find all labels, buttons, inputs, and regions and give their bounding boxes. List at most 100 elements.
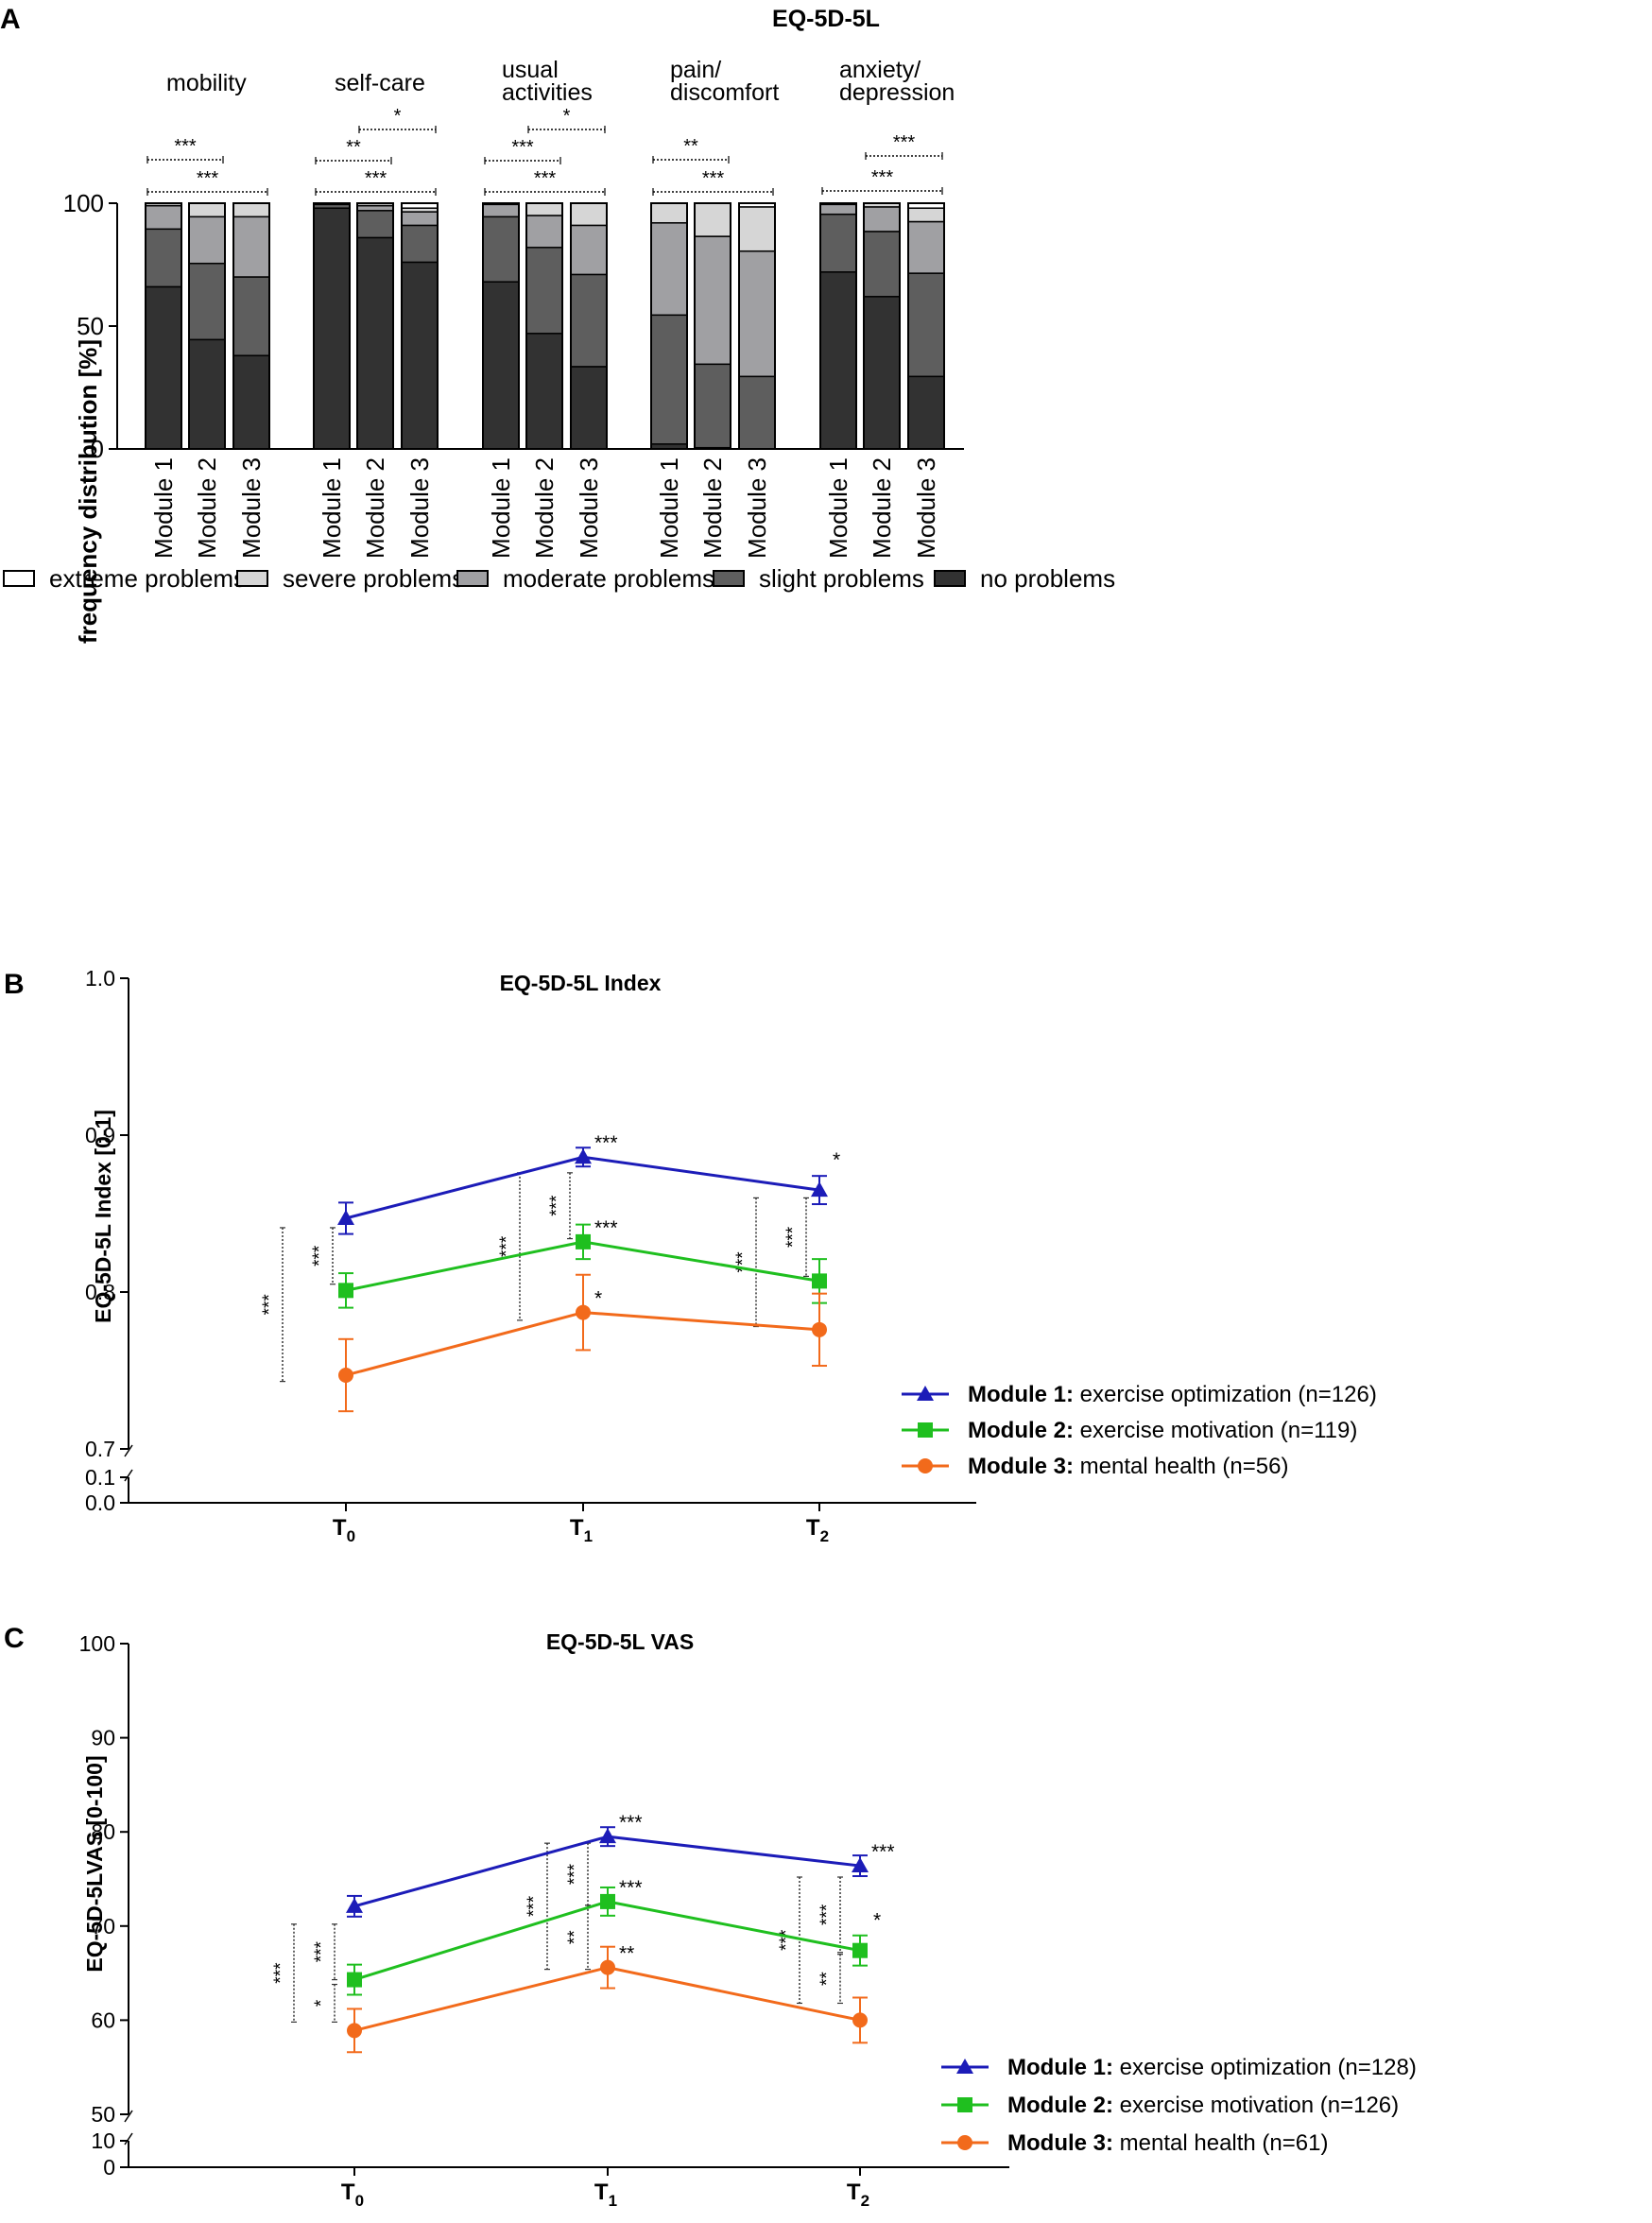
y-tick-label: 80 bbox=[91, 1819, 115, 1844]
data-point-triangle bbox=[852, 1857, 869, 1873]
bar-segment-slight-problems bbox=[650, 314, 688, 445]
bar-segment-moderate-problems bbox=[401, 211, 439, 227]
group-title: discomfort bbox=[670, 79, 779, 106]
legend-marker-triangle bbox=[917, 1386, 934, 1401]
bar-segment-slight-problems bbox=[232, 276, 270, 356]
data-point-circle bbox=[852, 2012, 868, 2028]
point-annotation: * bbox=[873, 1910, 881, 1932]
y-tick-label: 1.0 bbox=[85, 966, 115, 991]
data-point-circle bbox=[347, 2023, 362, 2039]
bar-segment-no-problems bbox=[570, 366, 608, 450]
bar-segment-slight-problems bbox=[863, 231, 901, 298]
y-tick-label: 0.7 bbox=[85, 1437, 115, 1461]
bar-segment-slight-problems bbox=[694, 363, 731, 449]
axis-break bbox=[124, 1469, 133, 1482]
bar-segment-no-problems bbox=[401, 261, 439, 450]
bar-tick-label: Module 1 bbox=[655, 457, 683, 559]
bar-segment-no-problems bbox=[863, 296, 901, 450]
bar-segment-no-problems bbox=[819, 271, 857, 450]
bar-segment-no-problems bbox=[356, 236, 394, 450]
bar-segment-no-problems bbox=[145, 285, 182, 450]
comparison-label: ** bbox=[817, 1972, 837, 1986]
bar-segment-slight-problems bbox=[401, 224, 439, 264]
chart-b-ylabel: EQ-5D-5L Index [0-1] bbox=[91, 1110, 115, 1323]
x-tick-label: T1 bbox=[570, 1515, 593, 1545]
comparison-label: *** bbox=[312, 1940, 332, 1962]
data-point-triangle bbox=[811, 1181, 828, 1198]
chart-a-ylabel: frequency distribution [%] bbox=[74, 339, 102, 644]
chart-a-title: EQ-5D-5L bbox=[772, 6, 880, 32]
y-tick-label: 0.0 bbox=[85, 1491, 115, 1515]
y-tick-label: 50 bbox=[91, 2102, 115, 2127]
x-tick-label: T0 bbox=[341, 2180, 364, 2210]
bar-tick-label: Module 2 bbox=[698, 457, 727, 559]
bar-segment-slight-problems bbox=[145, 228, 182, 288]
legend-label: slight problems bbox=[759, 564, 924, 593]
y-tick-label: 0.1 bbox=[85, 1465, 115, 1490]
bar-segment-moderate-problems bbox=[482, 203, 520, 218]
bar-segment-severe-problems bbox=[650, 202, 688, 224]
legend-label: extreme problems bbox=[49, 564, 246, 593]
comparison-label: *** bbox=[777, 1929, 797, 1951]
bar-outline bbox=[738, 202, 776, 450]
chart-c-ylabel: EQ-5D-5LVAS [0-100] bbox=[82, 1755, 107, 1972]
bar-segment-moderate-problems bbox=[232, 215, 270, 278]
point-annotation: *** bbox=[594, 1217, 618, 1239]
point-annotation: *** bbox=[594, 1132, 618, 1154]
chart-b-title: EQ-5D-5L Index bbox=[500, 971, 662, 995]
comparison-label: *** bbox=[525, 1895, 544, 1917]
bar-tick-label: Module 1 bbox=[149, 457, 178, 559]
bar-segment-moderate-problems bbox=[188, 215, 226, 265]
bar-segment-no-problems bbox=[188, 338, 226, 450]
bar-tick-label: Module 3 bbox=[743, 457, 771, 559]
legend-swatch-extreme-problems bbox=[3, 570, 35, 587]
legend-label: Module 2: exercise motivation (n=126) bbox=[1007, 2093, 1399, 2118]
legend-swatch-slight-problems bbox=[713, 570, 745, 587]
bar-outline bbox=[570, 202, 608, 450]
legend-label: Module 3: mental health (n=61) bbox=[1007, 2130, 1328, 2156]
panel-letter-a: A bbox=[0, 4, 21, 35]
point-annotation: ** bbox=[619, 1943, 634, 1965]
group-title: mobility bbox=[166, 70, 247, 96]
significance-label: *** bbox=[365, 168, 387, 189]
y-tick-label: 0.8 bbox=[85, 1280, 115, 1304]
data-point-square bbox=[812, 1273, 827, 1289]
significance-label: *** bbox=[174, 136, 197, 157]
point-annotation: *** bbox=[619, 1812, 643, 1834]
data-point-square bbox=[338, 1283, 353, 1299]
bar-segment-moderate-problems bbox=[907, 220, 945, 274]
bar-outline bbox=[907, 202, 945, 450]
comparison-label: *** bbox=[260, 1294, 280, 1316]
x-tick-label: T1 bbox=[594, 2180, 617, 2210]
legend-label: Module 1: exercise optimization (n=126) bbox=[968, 1382, 1377, 1407]
vas-line-chart: EQ-5D-5L VAS EQ-5D-5LVAS [0-100] 50 60 70 8… bbox=[79, 1629, 1417, 2210]
bar-segment-moderate-problems bbox=[694, 235, 731, 366]
x-tick-label: T2 bbox=[847, 2180, 869, 2210]
bar-tick-label: Module 3 bbox=[237, 457, 266, 559]
legend-marker-triangle bbox=[956, 2059, 973, 2074]
bar-outline bbox=[232, 202, 270, 450]
data-point-triangle bbox=[599, 1828, 616, 1844]
y-tick-label: 0 bbox=[103, 2155, 115, 2180]
bar-tick-label: Module 1 bbox=[318, 457, 346, 559]
y-tick-label: 0.9 bbox=[85, 1123, 115, 1147]
point-annotation: * bbox=[833, 1149, 840, 1171]
axis-break bbox=[124, 2132, 133, 2145]
bar-segment-severe-problems bbox=[907, 207, 945, 223]
bar-segment-slight-problems bbox=[907, 272, 945, 378]
bar-outline bbox=[482, 202, 520, 450]
bar-segment-slight-problems bbox=[525, 247, 563, 335]
group-title: depression bbox=[839, 79, 955, 106]
bar-segment-no-problems bbox=[232, 354, 270, 450]
data-point-triangle bbox=[337, 1209, 354, 1225]
legend-label: moderate problems bbox=[503, 564, 714, 593]
bar-segment-slight-problems bbox=[570, 273, 608, 368]
bar-segment-slight-problems bbox=[356, 210, 394, 239]
significance-label: *** bbox=[511, 137, 534, 158]
significance-label: *** bbox=[702, 168, 725, 189]
y-tick-label: 90 bbox=[91, 1726, 115, 1750]
bar-segment-severe-problems bbox=[188, 202, 226, 218]
legend-label: Module 1: exercise optimization (n=128) bbox=[1007, 2055, 1417, 2080]
bar-segment-moderate-problems bbox=[819, 203, 857, 215]
panel-letter-b: B bbox=[4, 969, 25, 1000]
